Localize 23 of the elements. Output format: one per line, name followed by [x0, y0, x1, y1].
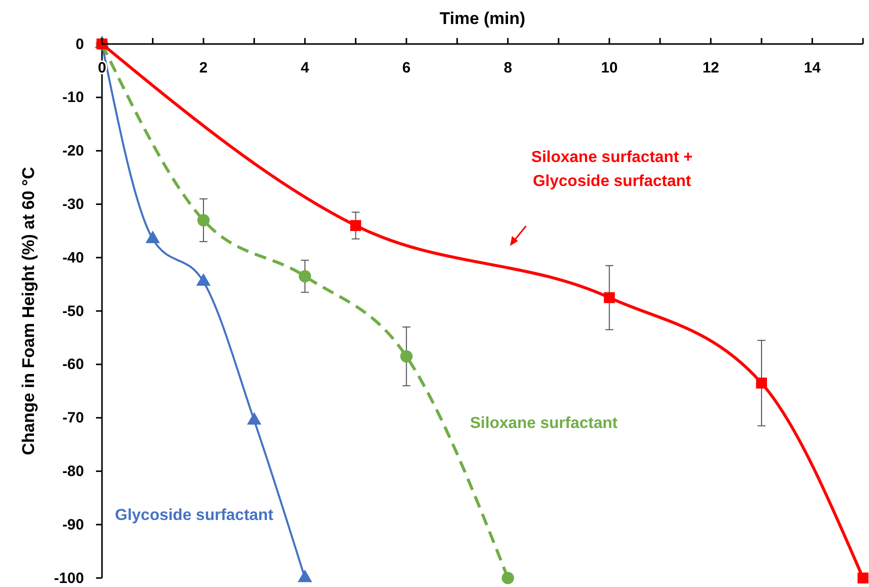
- series-label: Siloxane surfactant: [470, 415, 618, 432]
- x-tick-label: 14: [804, 60, 822, 76]
- y-tick-label: -30: [62, 196, 84, 213]
- y-tick-label: 0: [76, 36, 84, 53]
- y-tick-label: -10: [62, 89, 84, 106]
- y-tick-label: -50: [62, 302, 84, 320]
- x-tick-label: 8: [504, 60, 512, 76]
- x-tick-label: 10: [600, 60, 618, 76]
- x-tick-label: 2: [199, 60, 208, 76]
- series-label: Glycoside surfactant: [115, 507, 274, 524]
- y-tick-label: -60: [62, 356, 84, 374]
- y-tick-label: -70: [62, 410, 84, 427]
- x-tick-label: 12: [702, 60, 720, 76]
- y-axis-title: Change in Foam Height (%) at 60 °C: [19, 166, 38, 456]
- y-tick-label: -100: [54, 570, 84, 587]
- y-tick-label: -80: [62, 463, 84, 480]
- x-tick-label: 6: [402, 60, 411, 76]
- y-tick-label: -40: [62, 249, 84, 266]
- y-tick-label: -90: [62, 516, 84, 534]
- x-tick-label: 4: [300, 60, 310, 76]
- y-tick-label: -20: [62, 142, 84, 160]
- text: Siloxane surfactant + Glycoside surfactant: [531, 149, 693, 190]
- x-axis-title: Time (min): [440, 9, 526, 28]
